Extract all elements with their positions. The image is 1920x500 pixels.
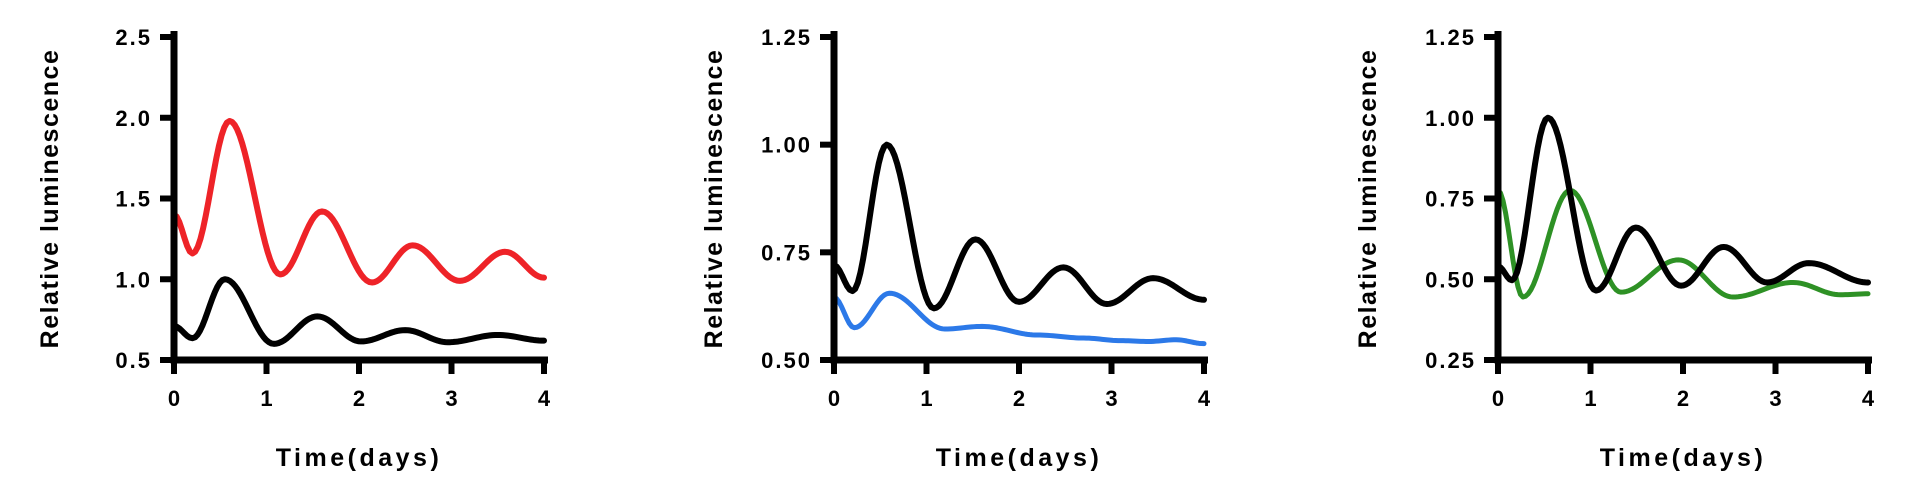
series-black-trace [831, 141, 1207, 312]
chart-svg-2: 0.50 0.75 1.00 1.25 0 1 2 3 4 Time(days) Relative … [700, 25, 1211, 472]
x-axis-title: Time(days) [276, 444, 443, 472]
y-axis-title: Relative luminescence [36, 49, 64, 349]
y-tick-label: 1.00 [761, 133, 812, 158]
chart-panel-middle: 0.50 0.75 1.00 1.25 0 1 2 3 4 Time(days) Relative … [640, 0, 1280, 500]
y-tick-label: 2.5 [115, 25, 152, 50]
x-tick-label: 4 [1198, 386, 1211, 411]
x-tick-label: 2 [1013, 386, 1025, 411]
y-tick-label: 1.5 [115, 187, 152, 212]
x-tick-label: 0 [1492, 386, 1504, 411]
x-tick-label: 0 [168, 386, 180, 411]
series-green-trace [1495, 187, 1871, 300]
y-tick-label: 0.75 [1425, 187, 1476, 212]
y-tick-label: 2.0 [115, 106, 152, 131]
x-tick-label: 2 [1677, 386, 1689, 411]
x-tick-label: 0 [828, 386, 840, 411]
y-tick-label: 0.75 [761, 240, 812, 265]
series-blue-trace [831, 290, 1207, 347]
x-axis-title: Time(days) [1600, 444, 1767, 472]
chart-svg-3: 0.25 0.50 0.75 1.00 1.25 0 1 2 3 4 Time(days) Relat… [1354, 25, 1875, 472]
x-tick-label: 1 [260, 386, 272, 411]
series-red-trace [171, 117, 547, 286]
chart-panel-left: 0.5 1.0 1.5 2.0 2.5 0 1 2 3 4 Time(days) Relative l… [0, 0, 640, 500]
x-tick-label: 1 [920, 386, 932, 411]
x-tick-label: 2 [353, 386, 365, 411]
y-tick-label: 0.5 [115, 348, 152, 373]
y-tick-label: 1.00 [1425, 106, 1476, 131]
y-tick-label: 0.50 [1425, 267, 1476, 292]
chart-svg-1: 0.5 1.0 1.5 2.0 2.5 0 1 2 3 4 Time(days) Relative l… [36, 25, 551, 472]
x-tick-label: 4 [538, 386, 551, 411]
series-black-trace [1495, 114, 1871, 294]
x-tick-label: 1 [1584, 386, 1596, 411]
chart-panel-right: 0.25 0.50 0.75 1.00 1.25 0 1 2 3 4 Time(days) Relat… [1280, 0, 1920, 500]
y-tick-label: 0.25 [1425, 348, 1476, 373]
x-tick-label: 4 [1862, 386, 1875, 411]
y-axis-title: Relative luminescence [1354, 49, 1382, 349]
y-tick-label: 1.25 [761, 25, 812, 50]
x-tick-label: 3 [1769, 386, 1781, 411]
x-axis-title: Time(days) [936, 444, 1103, 472]
series-black-trace [171, 276, 547, 347]
x-tick-label: 3 [1105, 386, 1117, 411]
y-axis-title: Relative luminescence [700, 49, 728, 349]
x-tick-label: 3 [445, 386, 457, 411]
y-tick-label: 1.0 [115, 267, 152, 292]
y-tick-label: 1.25 [1425, 25, 1476, 50]
y-tick-label: 0.50 [761, 348, 812, 373]
